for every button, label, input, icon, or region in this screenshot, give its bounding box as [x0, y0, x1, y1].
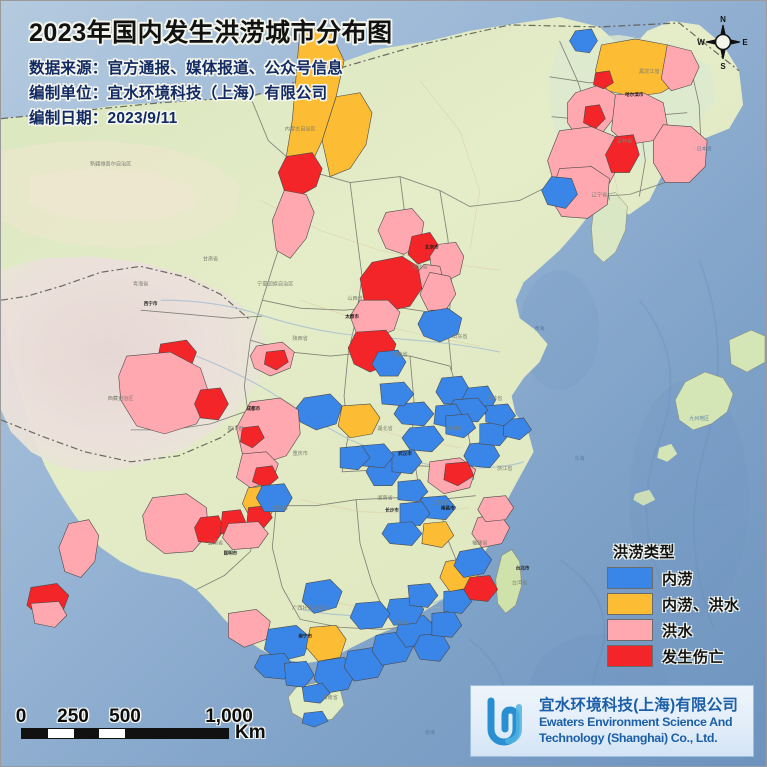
province-label: 黑龙江省	[639, 67, 660, 75]
city-label: 长沙市	[385, 507, 399, 514]
compass-south-label: S	[720, 62, 726, 71]
province-label: 贵州省	[273, 504, 289, 512]
province-label: 青海省	[133, 279, 149, 287]
legend-label: 内涝、洪水	[662, 596, 740, 614]
province-label: 吉林省	[617, 137, 633, 145]
legend-item[interactable]: 内涝	[607, 567, 740, 589]
sea-label: 九州地区	[689, 415, 709, 422]
scale-bar-labels: 0 250 500 1,000	[16, 706, 261, 728]
province-label: 江苏省	[487, 394, 503, 402]
province-label: 陕西省	[292, 334, 308, 342]
province-label: 内蒙古自治区	[285, 125, 316, 133]
compass-rose: N S W E	[692, 11, 754, 73]
sea-label: 东海	[575, 455, 585, 462]
legend-item[interactable]: 内涝、洪水	[607, 593, 740, 615]
province-label: 重庆市	[292, 449, 308, 457]
legend-label: 发生伤亡	[662, 648, 725, 666]
sea-label: 日本海	[697, 146, 712, 153]
sea-label: 黄海	[535, 325, 545, 332]
legend-label: 洪水	[662, 622, 694, 640]
city-label: 哈尔滨市	[625, 91, 644, 98]
city-label: 昆明市	[224, 550, 238, 557]
company-name-block: 宜水环境科技(上海)有限公司 Ewaters Environment Scien…	[539, 696, 742, 747]
company-name-en-line2: Technology (Shanghai) Co., Ltd.	[539, 730, 718, 745]
province-label: 河北省	[412, 262, 428, 270]
legend-title: 洪涝类型	[613, 544, 676, 561]
company-name-en-line1: Ewaters Environment Science And	[539, 715, 733, 730]
legend-swatch	[607, 567, 653, 589]
city-label: 太原市	[345, 313, 359, 320]
legend-swatch	[607, 593, 653, 615]
company-logo-block: 宜水环境科技(上海)有限公司 Ewaters Environment Scien…	[470, 685, 754, 757]
province-label: 海南省	[322, 693, 338, 701]
legend-swatch	[607, 645, 653, 667]
province-label: 广西壮族自治区	[292, 603, 328, 611]
province-label: 山西省	[347, 294, 363, 302]
city-label: 成都市	[246, 405, 260, 412]
scale-bar-graphic	[21, 728, 229, 739]
province-label: 浙江省	[497, 464, 513, 472]
compass-west-label: W	[697, 38, 705, 47]
province-label: 江西省	[432, 499, 448, 507]
province-label: 广东省	[392, 618, 408, 626]
scale-tick-label: 500	[109, 706, 141, 727]
city-label: 南宁市	[298, 632, 312, 639]
water-drop-icon	[479, 693, 535, 749]
company-name-cn: 宜水环境科技(上海)有限公司	[539, 696, 739, 714]
city-label: 北京市	[425, 243, 439, 250]
city-label: 南昌市	[441, 505, 455, 512]
scale-tick-label: 0	[15, 706, 27, 727]
province-label: 辽宁省	[592, 190, 608, 198]
sea-label: 南海	[425, 729, 435, 736]
province-label: 福建省	[472, 539, 488, 547]
province-label: 山东省	[452, 332, 468, 340]
province-label: 湖南省	[377, 494, 393, 502]
legend-label: 内涝	[662, 570, 694, 588]
city-label: 武汉市	[398, 450, 412, 457]
compass-north-label: N	[720, 15, 726, 24]
province-label: 西藏自治区	[108, 394, 134, 402]
province-label: 安徽省	[447, 424, 463, 432]
legend: 洪涝类型 内涝内涝、洪水洪水发生伤亡	[607, 541, 740, 671]
province-label: 河南省	[392, 350, 408, 358]
province-label: 宁夏回族自治区	[257, 279, 293, 287]
legend-items: 内涝内涝、洪水洪水发生伤亡	[607, 567, 740, 667]
province-label: 湖北省	[377, 424, 393, 432]
city-label: 西宁市	[144, 300, 158, 307]
scale-tick-label: 250	[57, 706, 89, 727]
scale-tick-label: 1,000	[205, 706, 253, 727]
province-label: 新疆维吾尔自治区	[90, 160, 131, 168]
scale-bar: 0 250 500 1,000 Km	[16, 706, 266, 743]
province-label: 甘肃省	[203, 254, 219, 262]
province-label: 四川省	[228, 424, 244, 432]
legend-item[interactable]: 洪水	[607, 619, 740, 641]
compass-east-label: E	[742, 38, 748, 47]
city-label: 台北市	[516, 565, 530, 572]
legend-item[interactable]: 发生伤亡	[607, 645, 740, 667]
province-label: 云南省	[208, 539, 224, 547]
scale-bar-unit: Km	[235, 722, 266, 743]
province-label: 台湾省	[512, 578, 528, 586]
legend-swatch	[607, 619, 653, 641]
